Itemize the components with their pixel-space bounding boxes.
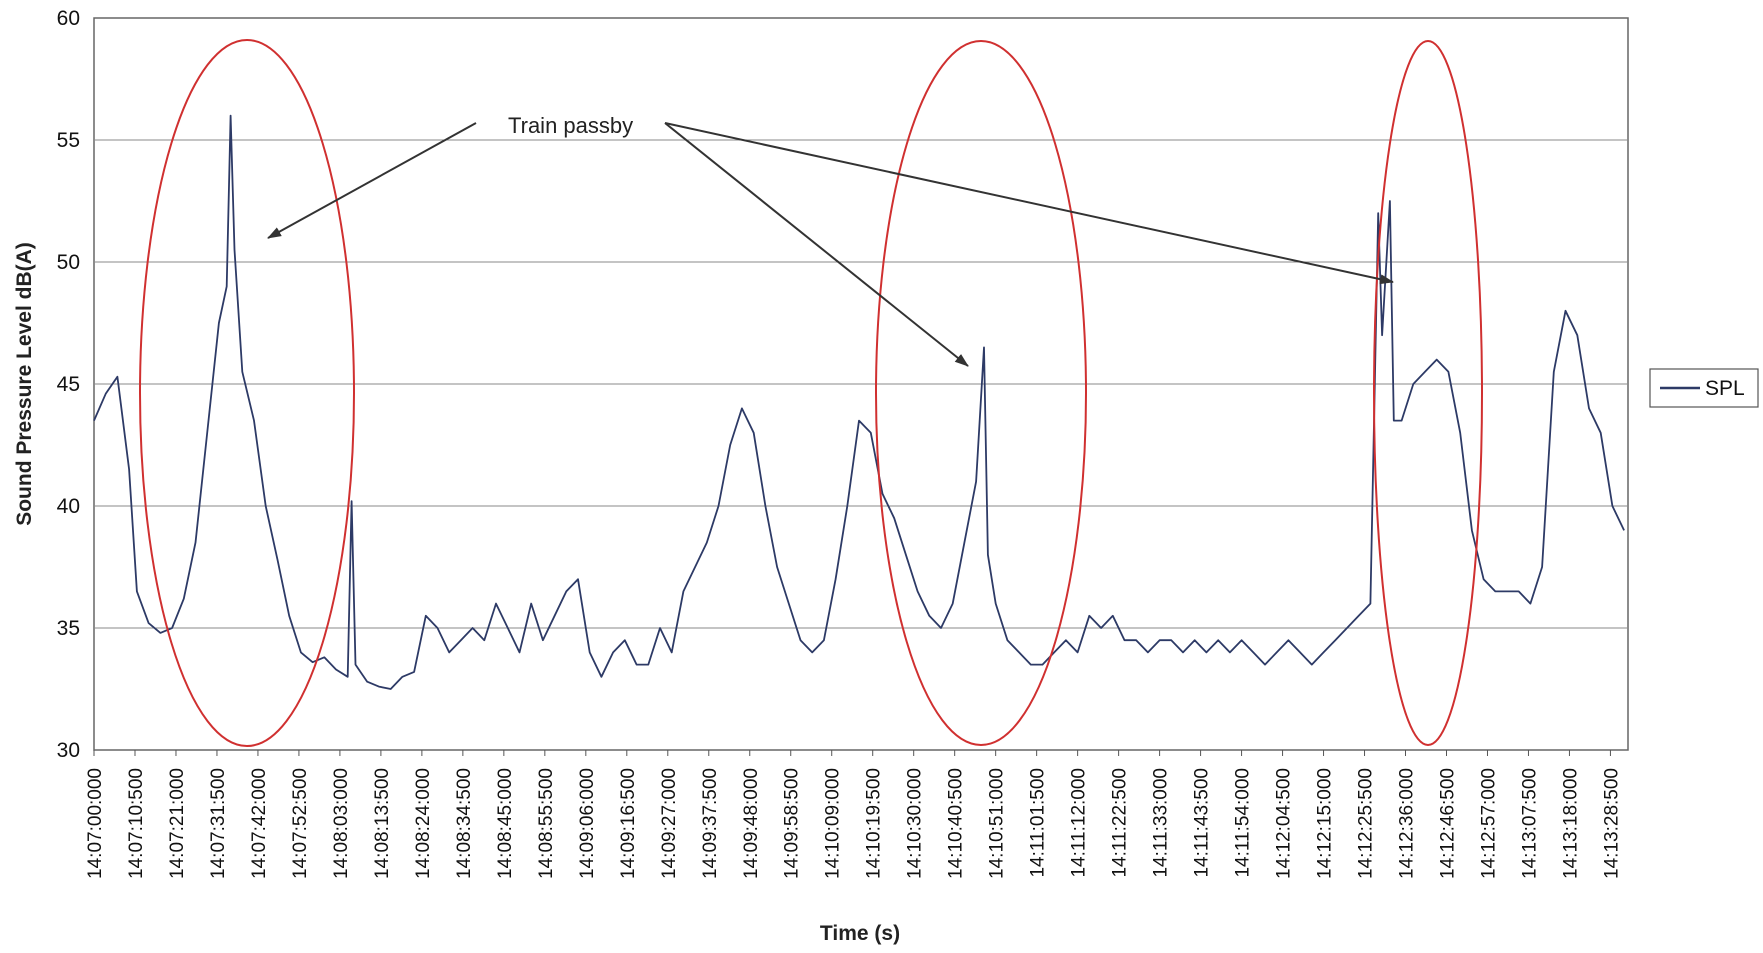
- legend-label: SPL: [1705, 377, 1745, 400]
- highlight-ellipse-3: [1373, 40, 1483, 746]
- y-tick-label: 30: [57, 739, 80, 762]
- x-tick-label: 14:08:13:500: [372, 768, 393, 879]
- y-tick-label: 40: [57, 495, 80, 518]
- x-tick-label: 14:12:04:500: [1274, 768, 1295, 879]
- x-tick-label: 14:11:01:500: [1028, 768, 1049, 878]
- x-tick-label: 14:12:46:500: [1437, 768, 1458, 879]
- x-tick-label: 14:13:18:000: [1560, 768, 1581, 879]
- y-tick-label: 60: [57, 7, 80, 30]
- x-tick-label: 14:09:27:000: [659, 768, 680, 879]
- highlight-ellipse-1: [139, 39, 355, 747]
- x-tick-label: 14:10:51:000: [987, 768, 1008, 879]
- x-tick-label: 14:12:57:000: [1478, 768, 1499, 879]
- x-tick-label: 14:10:30:000: [905, 768, 926, 879]
- x-tick-label: 14:07:42:000: [249, 768, 270, 879]
- x-tick-label: 14:09:58:500: [782, 768, 803, 879]
- x-tick-label: 14:07:52:500: [290, 768, 311, 879]
- annotation-label: Train passby: [508, 113, 633, 138]
- x-tick-label: 14:11:12:000: [1069, 768, 1090, 878]
- x-tick-label: 14:10:40:500: [946, 768, 967, 879]
- x-tick-label: 14:08:24:000: [413, 768, 434, 879]
- x-tick-label: 14:11:33:000: [1151, 768, 1172, 878]
- y-axis-title: Sound Pressure Level dB(A): [13, 242, 36, 526]
- x-tick-label: 14:12:15:000: [1315, 768, 1336, 879]
- x-axis-title: Time (s): [820, 922, 900, 945]
- highlight-ellipse-2: [875, 40, 1087, 746]
- annotation-arrow-1: [267, 122, 477, 239]
- x-tick-label: 14:09:37:500: [700, 768, 721, 879]
- x-tick-label: 14:11:43:500: [1192, 768, 1213, 878]
- x-tick-label: 14:09:48:000: [741, 768, 762, 879]
- y-tick-label: 35: [57, 617, 80, 640]
- x-tick-label: 14:12:36:000: [1397, 768, 1418, 879]
- y-tick-label: 55: [57, 129, 80, 152]
- x-tick-label: 14:13:07:500: [1519, 768, 1540, 879]
- x-tick-label: 14:13:28:500: [1601, 768, 1622, 879]
- x-tick-label: 14:08:03:000: [331, 768, 352, 879]
- x-tick-label: 14:08:45:000: [495, 768, 516, 879]
- x-tick-label: 14:11:22:500: [1110, 768, 1131, 878]
- x-tick-label: 14:07:10:500: [126, 768, 147, 879]
- y-tick-label: 50: [57, 251, 80, 274]
- annotation-arrows: [267, 122, 1394, 367]
- spl-series-line: [93, 114, 1625, 690]
- annotation-arrow-3: [664, 122, 1394, 285]
- x-tick-label: 14:08:55:500: [536, 768, 557, 879]
- x-tick-label: 14:11:54:000: [1233, 768, 1254, 878]
- x-tick-label: 14:10:19:500: [864, 768, 885, 879]
- x-tick-label: 14:07:31:500: [208, 768, 229, 879]
- legend: SPL: [1649, 368, 1759, 408]
- highlight-ellipses: [139, 39, 1483, 747]
- x-tick-label: 14:10:09:000: [823, 768, 844, 879]
- annotation-arrow-2: [664, 122, 969, 367]
- y-tick-label: 45: [57, 373, 80, 396]
- x-tick-label: 14:09:06:000: [577, 768, 598, 879]
- x-tick-label: 14:07:21:000: [167, 768, 188, 879]
- x-tick-label: 14:12:25:500: [1356, 768, 1377, 879]
- x-axis-ticks: 14:07:00:000 14:07:10:500 14:07:21:000 14:0…: [85, 750, 1622, 879]
- y-axis-ticks: 30 35 40 45 50 55 60: [57, 7, 80, 762]
- x-tick-label: 14:07:00:000: [85, 768, 106, 879]
- x-tick-label: 14:09:16:500: [618, 768, 639, 879]
- x-tick-label: 14:08:34:500: [454, 768, 475, 879]
